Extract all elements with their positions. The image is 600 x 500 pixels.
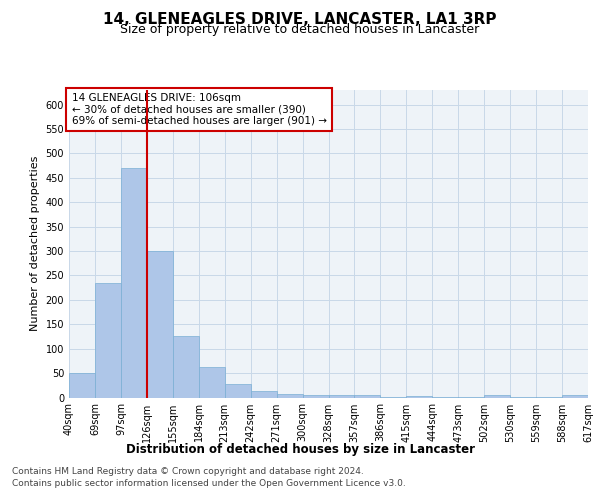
Text: Contains HM Land Registry data © Crown copyright and database right 2024.: Contains HM Land Registry data © Crown c…	[12, 468, 364, 476]
Bar	[173, 336, 199, 398]
Bar	[121, 168, 147, 398]
Bar	[329, 394, 355, 398]
Text: Contains public sector information licensed under the Open Government Licence v3: Contains public sector information licen…	[12, 479, 406, 488]
Bar	[406, 396, 432, 398]
Bar	[199, 367, 224, 398]
Bar	[95, 283, 121, 398]
Bar	[355, 395, 380, 398]
Bar	[302, 394, 329, 398]
Bar	[484, 395, 510, 398]
Y-axis label: Number of detached properties: Number of detached properties	[30, 156, 40, 332]
Text: Distribution of detached houses by size in Lancaster: Distribution of detached houses by size …	[125, 442, 475, 456]
Text: 14, GLENEAGLES DRIVE, LANCASTER, LA1 3RP: 14, GLENEAGLES DRIVE, LANCASTER, LA1 3RP	[103, 12, 497, 28]
Bar	[225, 384, 251, 398]
Bar	[562, 395, 588, 398]
Text: Size of property relative to detached houses in Lancaster: Size of property relative to detached ho…	[121, 24, 479, 36]
Bar	[147, 251, 173, 398]
Text: 14 GLENEAGLES DRIVE: 106sqm
← 30% of detached houses are smaller (390)
69% of se: 14 GLENEAGLES DRIVE: 106sqm ← 30% of det…	[71, 93, 326, 126]
Bar	[69, 373, 95, 398]
Bar	[251, 391, 277, 398]
Bar	[277, 394, 302, 398]
